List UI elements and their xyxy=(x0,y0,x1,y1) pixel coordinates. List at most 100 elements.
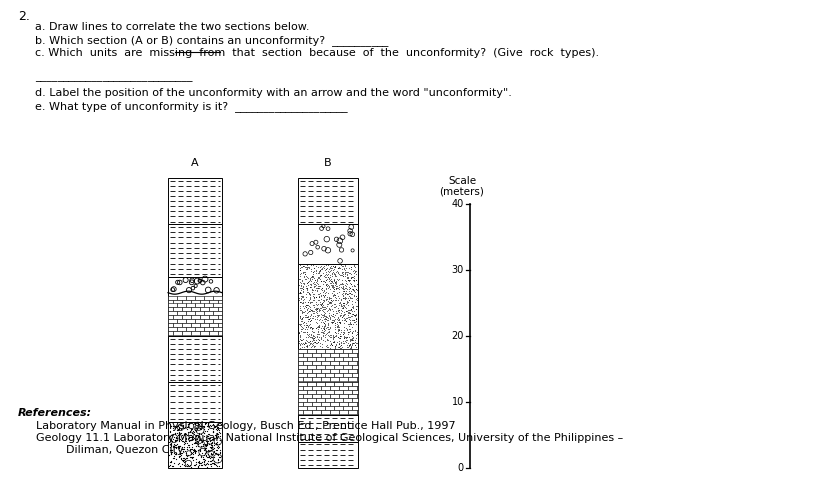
Point xyxy=(327,269,341,277)
Point xyxy=(302,274,315,282)
Point xyxy=(304,261,318,269)
Point xyxy=(294,342,307,349)
Point xyxy=(345,329,358,337)
Point xyxy=(320,280,333,288)
Bar xyxy=(199,307,208,311)
Point xyxy=(198,461,211,468)
Point xyxy=(341,274,354,282)
Point xyxy=(312,284,325,291)
Point xyxy=(189,427,202,434)
Point xyxy=(294,283,308,290)
Point xyxy=(345,294,358,302)
Point xyxy=(175,437,189,445)
Point xyxy=(334,332,347,340)
Point xyxy=(314,289,327,297)
Point xyxy=(339,304,352,311)
Point xyxy=(332,284,345,292)
Point xyxy=(174,462,187,470)
Bar xyxy=(343,366,352,369)
Point xyxy=(328,270,342,278)
Point xyxy=(300,308,313,316)
Point xyxy=(325,289,338,297)
Point xyxy=(205,456,218,464)
Point xyxy=(191,440,204,447)
Text: a. Draw lines to correlate the two sections below.: a. Draw lines to correlate the two secti… xyxy=(35,22,309,32)
Point xyxy=(311,307,324,315)
Point xyxy=(315,264,328,272)
Point xyxy=(324,299,337,307)
Point xyxy=(346,267,359,275)
Point xyxy=(164,443,177,451)
Point xyxy=(320,285,333,292)
Point xyxy=(318,321,332,328)
Point xyxy=(328,342,342,350)
Point xyxy=(199,441,213,449)
Point xyxy=(293,296,306,304)
Point xyxy=(342,328,356,336)
Point xyxy=(345,334,358,342)
Point xyxy=(201,440,214,447)
Bar xyxy=(204,311,213,315)
Bar xyxy=(316,398,325,402)
Point xyxy=(327,287,341,295)
Point xyxy=(337,301,351,309)
Point xyxy=(294,288,307,296)
Point xyxy=(189,427,203,435)
Text: B: B xyxy=(324,158,332,168)
Point xyxy=(326,279,339,286)
Point xyxy=(331,316,344,324)
Point xyxy=(349,305,362,313)
Bar xyxy=(298,415,358,442)
Bar xyxy=(352,349,358,353)
Point xyxy=(347,316,360,324)
Point xyxy=(175,443,189,451)
Bar xyxy=(334,390,343,394)
Point xyxy=(340,343,353,351)
Point xyxy=(336,304,349,312)
Point xyxy=(336,270,349,278)
Point xyxy=(342,268,355,276)
Point xyxy=(294,306,307,314)
Point xyxy=(323,298,337,305)
Point xyxy=(208,447,221,455)
Point xyxy=(304,298,317,305)
Point xyxy=(320,341,333,349)
Point xyxy=(330,322,343,330)
Point xyxy=(206,427,219,434)
Point xyxy=(196,440,209,447)
Point xyxy=(171,425,184,433)
Point xyxy=(327,290,341,298)
Point xyxy=(333,271,347,279)
Text: A: A xyxy=(191,158,198,168)
Point xyxy=(305,298,318,306)
Point xyxy=(182,450,195,458)
Point xyxy=(349,292,362,300)
Point xyxy=(343,313,356,321)
Point xyxy=(182,428,195,436)
Bar xyxy=(173,300,181,304)
Point xyxy=(210,439,223,447)
Point xyxy=(336,268,349,276)
Point xyxy=(182,421,195,428)
Point xyxy=(337,301,350,308)
Point xyxy=(340,300,353,307)
Point xyxy=(333,312,347,320)
Point xyxy=(307,338,320,346)
Point xyxy=(299,323,313,331)
Point xyxy=(328,343,342,351)
Point xyxy=(312,300,325,307)
Point xyxy=(172,430,185,438)
Point xyxy=(313,315,327,323)
Point xyxy=(350,320,363,327)
Point xyxy=(304,330,317,338)
Point xyxy=(294,321,307,328)
Point xyxy=(326,262,339,270)
Point xyxy=(336,291,349,299)
Point xyxy=(211,455,224,463)
Point xyxy=(343,309,356,317)
Point xyxy=(323,268,336,276)
Point xyxy=(325,296,338,304)
Point xyxy=(318,264,331,272)
Bar xyxy=(213,327,222,331)
Point xyxy=(303,280,316,287)
